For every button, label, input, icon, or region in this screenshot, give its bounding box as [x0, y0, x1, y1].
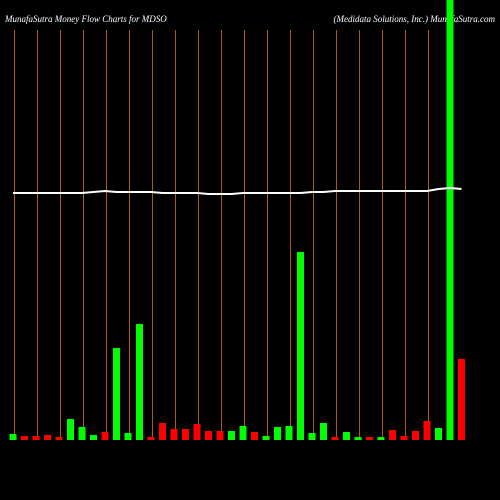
bar — [366, 437, 373, 440]
bar — [44, 435, 51, 440]
bar — [412, 431, 419, 440]
bar — [446, 0, 454, 440]
money-flow-line — [13, 186, 462, 195]
bar — [308, 433, 316, 440]
bar — [55, 437, 63, 440]
chart-subtitle: (Medidata Solutions, Inc.) MunafaSutra.c… — [334, 14, 496, 24]
bar — [239, 426, 247, 440]
bar — [458, 359, 465, 440]
bar — [9, 434, 17, 440]
bar — [67, 419, 74, 440]
chart-title: MunafaSutra Money Flow Charts for MDSO — [4, 14, 167, 24]
bar — [205, 431, 212, 440]
bar — [228, 431, 235, 440]
bar — [124, 433, 132, 440]
bar — [343, 432, 350, 440]
bar — [101, 432, 109, 440]
bar — [90, 435, 97, 440]
bar — [216, 431, 224, 440]
bar — [170, 429, 178, 440]
bar — [331, 437, 339, 440]
bar — [274, 427, 281, 440]
bar — [354, 437, 362, 440]
bar — [400, 436, 408, 440]
bar — [285, 426, 293, 440]
bar — [32, 436, 40, 440]
bar — [21, 436, 28, 440]
bar — [159, 423, 166, 440]
bar — [78, 427, 86, 440]
bar — [113, 348, 120, 440]
bar — [389, 430, 396, 440]
bar — [251, 432, 258, 440]
bar — [262, 436, 270, 440]
bar — [435, 428, 442, 440]
bar — [147, 437, 155, 440]
bar — [320, 423, 327, 440]
bar — [423, 421, 431, 440]
bar — [297, 252, 304, 440]
bar — [136, 324, 143, 440]
bar — [377, 437, 385, 440]
bar — [193, 424, 201, 440]
bar — [182, 429, 189, 440]
